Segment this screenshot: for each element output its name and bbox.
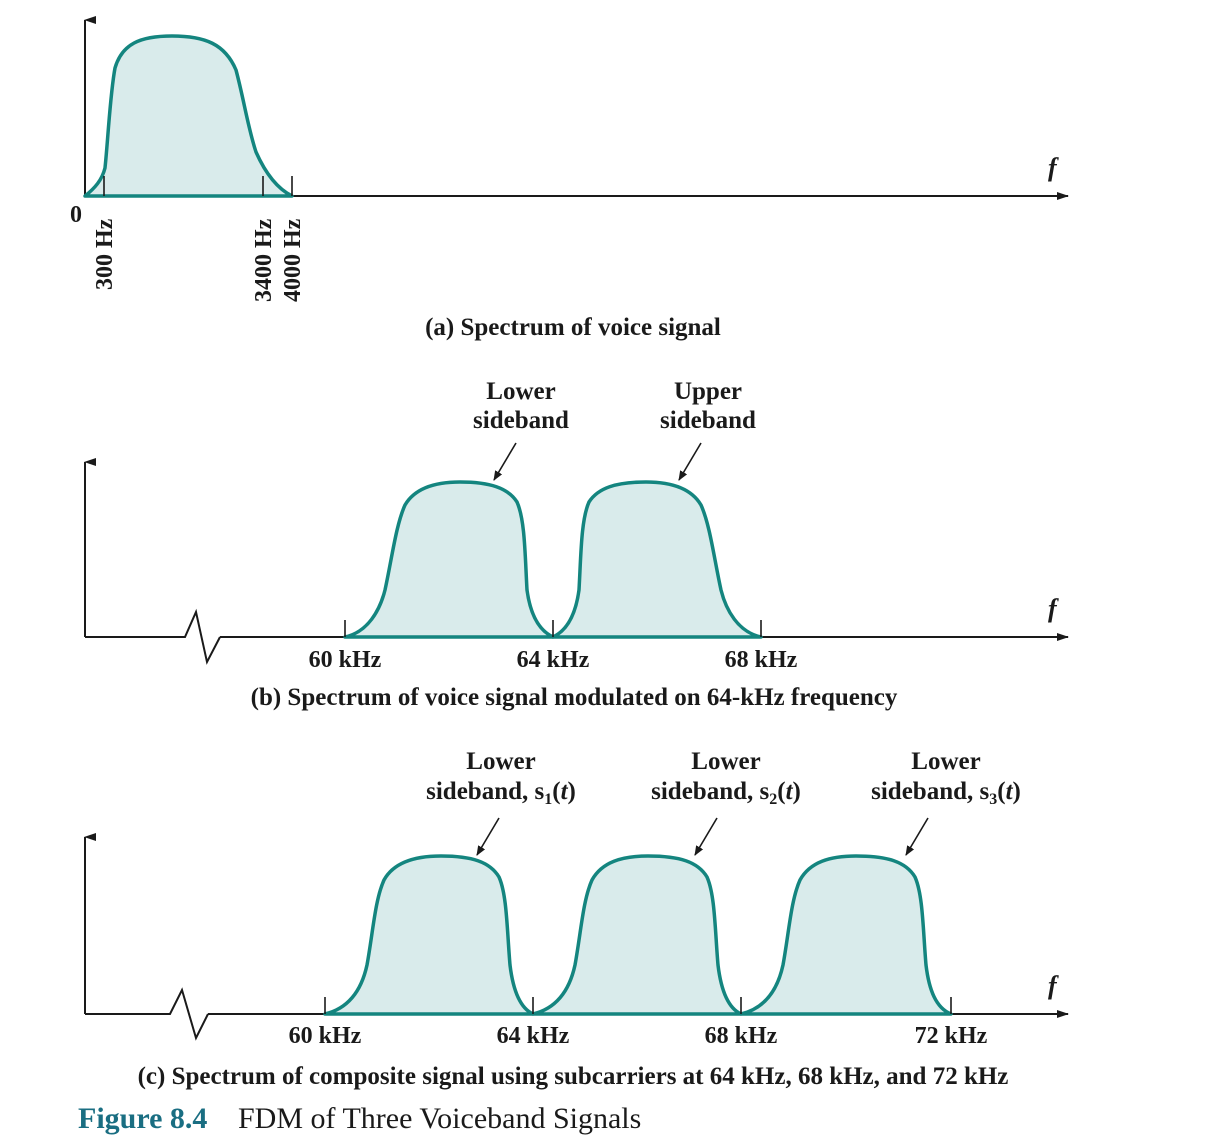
- s3-pointer: [905, 817, 929, 856]
- label-zero: 0: [70, 202, 82, 228]
- lower-sideband-s2-curve: [531, 854, 743, 1016]
- upper-sideband-pointer: [678, 442, 702, 481]
- panel-b-axis-break: [85, 608, 221, 665]
- caption-c: (c) Spectrum of composite signal using s…: [138, 1063, 1009, 1090]
- lower-sideband-pointer: [493, 442, 517, 481]
- s1-label-2: sideband, s1(t): [426, 778, 576, 808]
- lower-sideband-label-1: Lower: [486, 378, 555, 405]
- s3-label-1: Lower: [911, 748, 980, 775]
- s1-pointer: [476, 817, 500, 856]
- lower-sideband-s3-curve: [739, 854, 953, 1016]
- label-c-68khz: 68 kHz: [705, 1023, 778, 1049]
- label-c-60khz: 60 kHz: [289, 1023, 362, 1049]
- voice-spectrum-curve: [83, 34, 294, 198]
- panel-a: 0 300 Hz 3400 Hz 4000 Hz f (a) Spectrum …: [70, 16, 1069, 341]
- caption-a: (a) Spectrum of voice signal: [425, 314, 721, 341]
- figure-caption: Figure 8.4 FDM of Three Voiceband Signal…: [78, 1102, 641, 1135]
- s2-label-2: sideband, s2(t): [651, 778, 801, 808]
- upper-sideband-label-2: sideband: [660, 407, 756, 434]
- label-f-a: f: [1048, 153, 1059, 182]
- label-b-60khz: 60 kHz: [309, 647, 382, 673]
- upper-sideband-label-1: Upper: [674, 378, 742, 405]
- panel-c-axis-break: [85, 987, 209, 1041]
- label-f-c: f: [1048, 971, 1059, 1000]
- label-3400hz: 3400 Hz: [251, 218, 277, 302]
- s2-label-1: Lower: [691, 748, 760, 775]
- label-300hz: 300 Hz: [92, 218, 118, 290]
- upper-sideband-curve: [551, 480, 763, 639]
- lower-sideband-curve: [343, 480, 555, 639]
- label-b-64khz: 64 kHz: [517, 647, 590, 673]
- label-c-64khz: 64 kHz: [497, 1023, 570, 1049]
- label-f-b: f: [1048, 594, 1059, 623]
- caption-b: (b) Spectrum of voice signal modulated o…: [251, 684, 898, 711]
- figure-number: Figure 8.4: [78, 1102, 207, 1135]
- label-b-68khz: 68 kHz: [725, 647, 798, 673]
- lower-sideband-s1-curve: [323, 854, 535, 1016]
- s2-pointer: [694, 817, 718, 856]
- label-4000hz: 4000 Hz: [280, 218, 306, 302]
- panel-c: Lower sideband, s1(t) Lower sideband, s2…: [84, 748, 1069, 1090]
- s1-label-1: Lower: [466, 748, 535, 775]
- panel-b: Lower sideband Upper sideband 60 kHz 64 …: [84, 378, 1069, 711]
- s3-label-2: sideband, s3(t): [871, 778, 1021, 808]
- label-c-72khz: 72 kHz: [915, 1023, 988, 1049]
- figure-title: FDM of Three Voiceband Signals: [238, 1102, 641, 1135]
- lower-sideband-label-2: sideband: [473, 407, 569, 434]
